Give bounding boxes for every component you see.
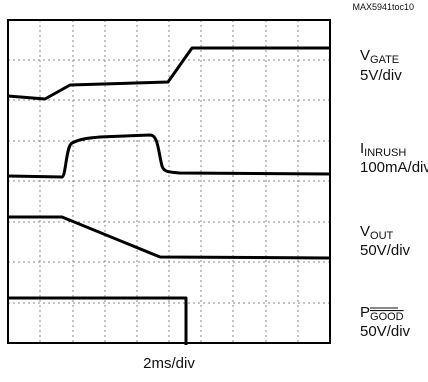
time-scale: 2ms/div [143, 355, 195, 372]
scope-frame [7, 19, 331, 344]
vout-trace [8, 215, 331, 260]
trace-scale: 100mA/div [360, 159, 428, 176]
trace-label: VOUT [360, 223, 394, 242]
pgood-trace [8, 296, 188, 345]
trace-label: IINRUSH [360, 140, 406, 159]
grid [8, 20, 330, 343]
trace-label: PGOOD [360, 304, 404, 323]
trace-label: VGATE [360, 47, 399, 66]
vgate-trace [7, 46, 330, 101]
trace-scale: 5V/div [360, 67, 402, 84]
inrush-trace [7, 133, 331, 179]
trace-scale: 50V/div [360, 323, 411, 340]
figure-id: MAX5941toc10 [352, 2, 414, 12]
trace-scale: 50V/div [360, 242, 411, 259]
